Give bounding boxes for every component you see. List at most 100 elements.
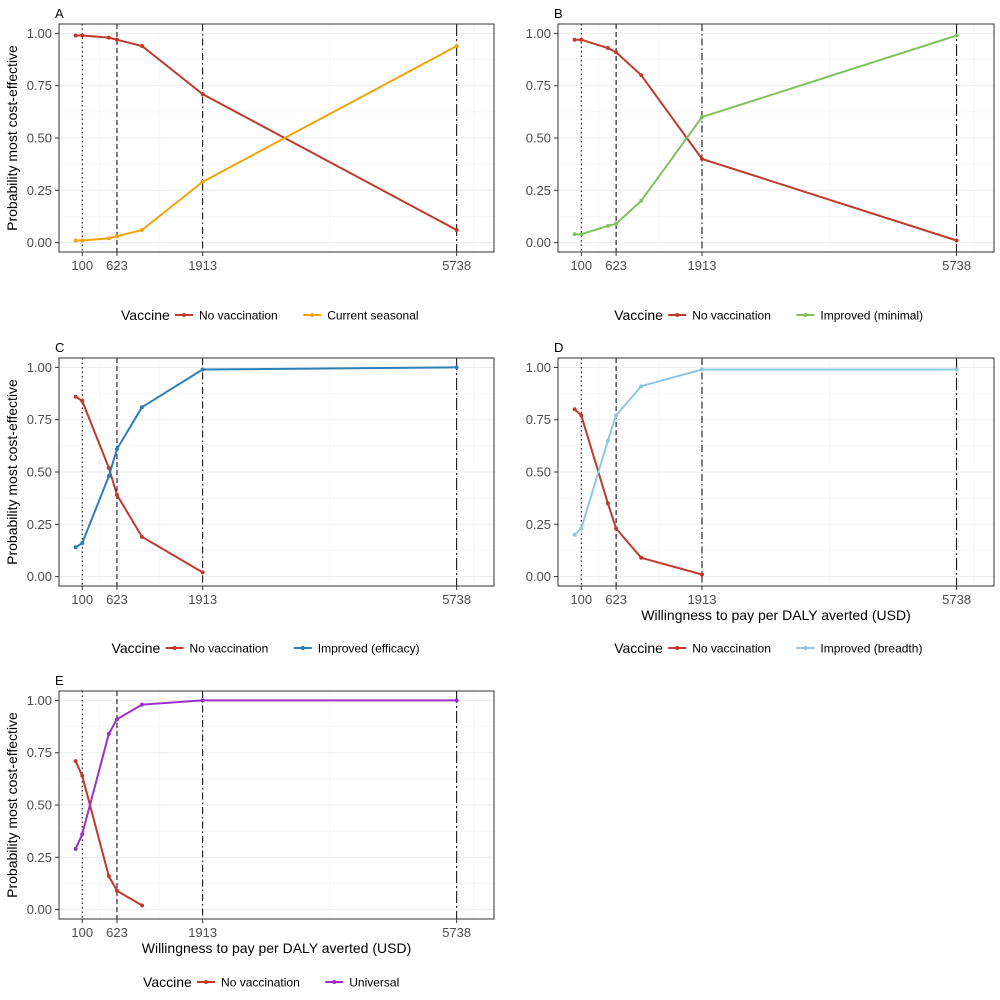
data-point: [614, 413, 619, 418]
data-point: [572, 532, 577, 537]
data-point: [605, 501, 610, 506]
data-point: [699, 572, 704, 577]
x-tick-label: 1913: [188, 592, 217, 607]
data-point: [572, 232, 577, 237]
y-tick-label: 0.00: [27, 569, 52, 584]
series-improved-breadth: [572, 367, 959, 537]
legend-key-point: [182, 313, 186, 317]
y-tick-label: 1.00: [526, 360, 551, 375]
data-point: [605, 438, 610, 443]
data-point: [114, 446, 119, 451]
y-tick-label: 0.75: [526, 78, 551, 93]
data-point: [954, 33, 959, 38]
legend-key-point: [675, 313, 680, 317]
legend-key: No vaccination: [165, 642, 268, 656]
data-point: [114, 888, 119, 893]
legend-label: Improved (minimal): [820, 309, 923, 323]
y-tick-label: 0.25: [526, 183, 551, 198]
gridlines: [59, 358, 494, 586]
gridlines: [59, 691, 494, 919]
data-point: [140, 903, 145, 908]
series-line: [75, 45, 458, 242]
data-point: [454, 698, 459, 703]
panel-c: 0.00 0.25 0.50 0.75 1.00 100 623 1913 5738 C Proba…: [4, 340, 495, 656]
y-tick-label: 0.25: [27, 517, 52, 532]
y-tick-label: 0.75: [27, 78, 52, 93]
legend: Vaccine No vaccination Improved (minimal): [614, 307, 923, 323]
gridlines: [558, 358, 994, 586]
x-tick-label: 100: [71, 592, 93, 607]
data-point: [114, 37, 119, 42]
legend: Vaccine No vaccination Improved (efficacy): [112, 640, 420, 656]
data-point: [579, 413, 584, 418]
data-point: [639, 198, 644, 203]
data-point: [579, 232, 584, 237]
series-line: [74, 699, 457, 850]
data-point: [140, 228, 145, 233]
data-point: [80, 832, 85, 837]
legend-title: Vaccine: [614, 640, 663, 656]
x-axis-title: Willingness to pay per DALY averted (USD…: [641, 607, 910, 623]
legend: Vaccine No vaccination Improved (breadth): [614, 640, 922, 656]
panel-letter: E: [55, 673, 64, 688]
data-point: [73, 545, 78, 550]
y-tick-label: 1.00: [27, 693, 52, 708]
legend-key: Improved (efficacy): [293, 642, 420, 656]
panel-e: 0.00 0.25 0.50 0.75 1.00 100 623 1913 5738 E Proba…: [4, 673, 495, 990]
x-tick-label: 5738: [442, 925, 471, 940]
y-tick-label: 0.75: [526, 412, 551, 427]
y-tick-label: 0.75: [27, 412, 52, 427]
data-point: [605, 46, 610, 51]
data-point: [614, 221, 619, 226]
data-point: [140, 43, 145, 48]
y-axis-title: Probability most cost-effective: [4, 712, 20, 898]
legend-key-point: [310, 313, 315, 317]
legend-title: Vaccine: [143, 974, 192, 990]
x-tick-label: 5738: [442, 592, 471, 607]
y-tick-label: 1.00: [27, 26, 52, 41]
panel-d: 0.00 0.25 0.50 0.75 1.00 100 623 1913 5738 D Willi…: [526, 340, 995, 656]
y-tick-label: 0.00: [526, 235, 551, 250]
data-point: [579, 526, 584, 531]
data-point: [114, 493, 119, 498]
legend-key-point: [172, 646, 177, 650]
legend-key: Universal: [325, 976, 399, 990]
legend-key-point: [803, 313, 808, 317]
legend-key-point: [332, 980, 337, 984]
data-point: [579, 37, 584, 42]
y-tick-label: 0.50: [27, 798, 52, 813]
data-point: [140, 534, 145, 539]
y-tick-label: 1.00: [27, 360, 52, 375]
x-tick-label: 1913: [188, 258, 217, 273]
y-tick-label: 1.00: [526, 26, 551, 41]
legend-key-point: [675, 646, 680, 650]
data-point: [200, 179, 205, 184]
data-point: [200, 367, 205, 372]
y-tick-label: 0.75: [27, 745, 52, 760]
x-tick-label: 623: [106, 592, 128, 607]
series-improved-efficacy: [73, 365, 459, 550]
panel-b: 0.00 0.25 0.50 0.75 1.00 100 623 1913 5738 B Vacci…: [526, 6, 995, 323]
legend-key: No vaccination: [668, 642, 771, 656]
x-tick-label: 1913: [188, 925, 217, 940]
legend-label: No vaccination: [199, 309, 278, 323]
data-point: [454, 365, 459, 370]
x-tick-label: 100: [71, 925, 93, 940]
data-point: [80, 773, 85, 778]
series-no-vaccination: [73, 759, 145, 908]
x-tick-label: 100: [570, 258, 592, 273]
data-point: [73, 394, 78, 399]
panel-letter: D: [554, 340, 563, 355]
legend-key: Current seasonal: [303, 309, 419, 323]
data-point: [572, 37, 577, 42]
x-tick-label: 100: [71, 258, 93, 273]
data-point: [699, 367, 704, 372]
y-axis-title: Probability most cost-effective: [4, 45, 20, 231]
gridlines: [59, 24, 494, 252]
series-current-seasonal: [73, 43, 459, 243]
panel-letter: C: [55, 340, 64, 355]
y-tick-label: 0.25: [526, 517, 551, 532]
x-tick-label: 623: [106, 258, 128, 273]
series-line: [574, 34, 957, 236]
data-point: [639, 384, 644, 389]
